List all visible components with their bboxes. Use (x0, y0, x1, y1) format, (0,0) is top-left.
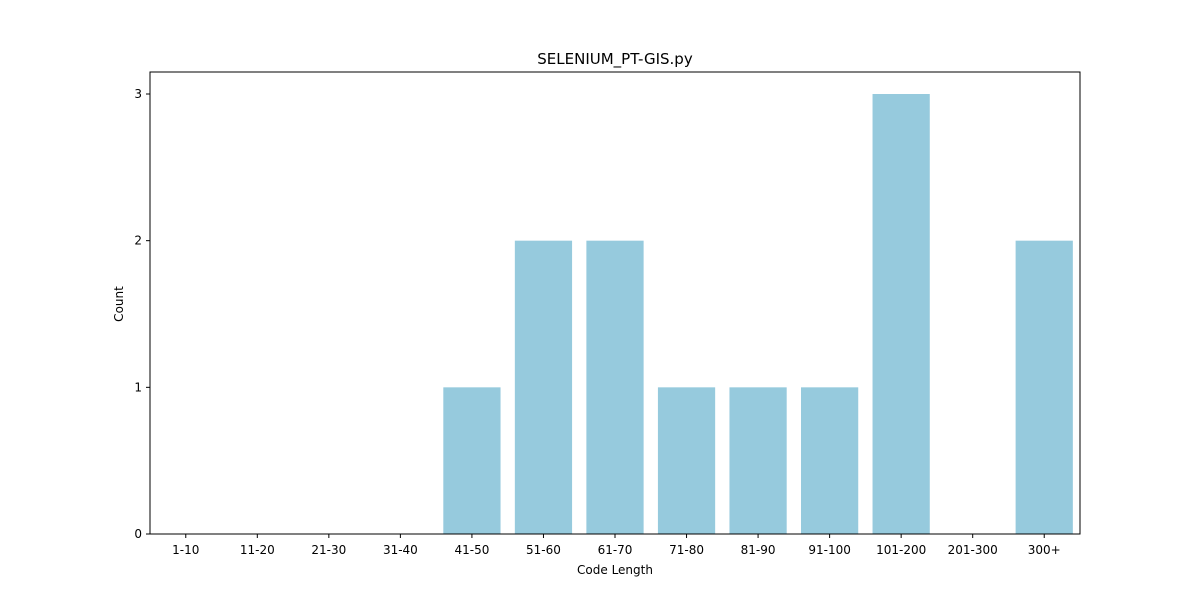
x-tick-label: 1-10 (172, 543, 199, 557)
bar-61-70 (586, 240, 644, 534)
x-axis-label: Code Length (577, 563, 653, 577)
y-tick-label: 1 (134, 380, 142, 394)
x-tick-label: 31-40 (383, 543, 418, 557)
x-tick-label: 61-70 (598, 543, 633, 557)
x-axis-ticks: 1-10 11-20 21-30 31-40 41-50 51-60 61-70 71-80 8… (172, 534, 1061, 557)
y-axis-label: Count (112, 286, 126, 322)
bars-group (443, 94, 1073, 534)
bar-81-90 (729, 387, 787, 534)
x-tick-label: 201-300 (948, 543, 998, 557)
bar-101-200 (872, 94, 930, 534)
x-tick-label: 300+ (1028, 543, 1061, 557)
x-tick-label: 11-20 (240, 543, 275, 557)
bar-71-80 (657, 387, 716, 534)
y-tick-label: 3 (134, 87, 142, 101)
x-tick-label: 81-90 (741, 543, 776, 557)
x-tick-label: 41-50 (454, 543, 489, 557)
x-tick-label: 71-80 (669, 543, 704, 557)
x-tick-label: 91-100 (808, 543, 851, 557)
bar-51-60 (514, 240, 573, 534)
x-tick-label: 21-30 (311, 543, 346, 557)
chart-title: SELENIUM_PT-GIS.py (537, 50, 693, 69)
y-tick-label: 0 (134, 527, 142, 541)
bar-91-100 (801, 387, 859, 534)
bar-41-50 (443, 387, 501, 534)
bar-300+ (1015, 240, 1073, 534)
y-axis-ticks: 0 1 2 3 (134, 87, 150, 541)
x-tick-label: 101-200 (876, 543, 926, 557)
y-tick-label: 2 (134, 234, 142, 248)
x-tick-label: 51-60 (526, 543, 561, 557)
plot-frame (149, 71, 1081, 535)
